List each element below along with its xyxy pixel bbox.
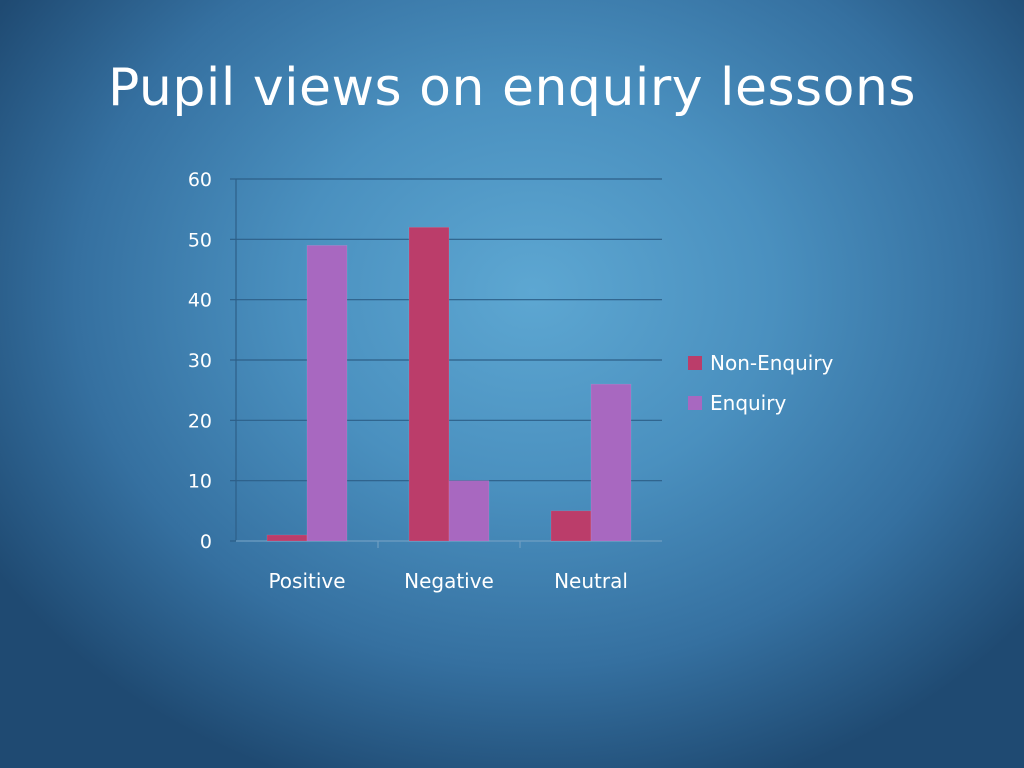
bar-enquiry-positive: [306, 245, 348, 542]
y-tick-label: 60: [188, 169, 212, 191]
legend-label: Enquiry: [710, 391, 786, 415]
legend-swatch: [688, 356, 702, 370]
x-category-label: Negative: [404, 569, 494, 593]
bar-non-enquiry-positive: [266, 534, 308, 542]
y-tick-label: 20: [188, 410, 212, 432]
y-tick-label: 0: [200, 531, 212, 553]
legend-label: Non-Enquiry: [710, 351, 834, 375]
y-tick-label: 10: [188, 471, 212, 493]
bar-enquiry-neutral: [590, 383, 632, 542]
y-tick-label: 40: [188, 290, 212, 312]
chart-legend: Non-Enquiry Enquiry: [688, 351, 834, 415]
bar-non-enquiry-negative: [408, 226, 450, 542]
chart-bars: [266, 226, 632, 542]
x-axis-category-labels: Positive Negative Neutral: [268, 569, 627, 593]
x-category-label: Positive: [268, 569, 345, 593]
bar-non-enquiry-neutral: [550, 510, 592, 542]
y-tick-label: 50: [188, 229, 212, 251]
y-axis-tick-labels: 0 10 20 30 40 50 60: [188, 169, 212, 553]
bar-enquiry-negative: [448, 480, 490, 542]
y-tick-label: 30: [188, 350, 212, 372]
legend-swatch: [688, 396, 702, 410]
slide-title: Pupil views on enquiry lessons: [107, 58, 917, 118]
x-category-label: Neutral: [554, 569, 628, 593]
